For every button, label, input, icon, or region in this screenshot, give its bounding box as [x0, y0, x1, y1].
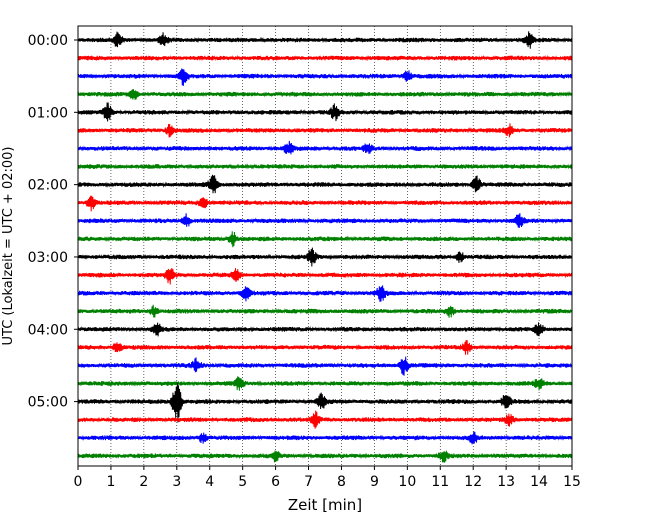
x-axis-label: Zeit [min]: [288, 496, 362, 514]
x-tick-label: 6: [271, 474, 280, 490]
x-tick-label: 9: [370, 474, 379, 490]
seismic-trace-row-17: [77, 340, 573, 355]
x-tick-label: 0: [74, 474, 83, 490]
seismic-trace-row-13: [77, 268, 573, 285]
seismic-trace-row-1: [77, 54, 573, 62]
seismic-trace-row-23: [77, 450, 573, 463]
y-axis-ticks: 00:00 01:00 02:00 03:00 04:00 05:00: [28, 33, 78, 411]
plot-background: [78, 26, 572, 466]
x-tick-label: 14: [530, 474, 548, 490]
seismic-trace-row-6: [77, 140, 573, 155]
seismic-trace-row-12: [77, 247, 573, 267]
seismic-trace-row-7: [77, 163, 573, 170]
x-tick-label: 8: [337, 474, 346, 490]
seismic-trace-row-20: [77, 382, 573, 423]
seismic-trace-row-4: [77, 102, 573, 122]
y-tick-label: 01:00: [28, 105, 68, 121]
y-tick-label: 03:00: [28, 250, 68, 266]
x-tick-label: 15: [563, 474, 581, 490]
y-axis-label: UTC (Lokalzeit = UTC + 02:00): [1, 147, 16, 346]
seismic-trace-row-9: [77, 195, 573, 212]
x-tick-label: 4: [205, 474, 214, 490]
y-tick-label: 00:00: [28, 33, 68, 49]
x-tick-label: 12: [464, 474, 482, 490]
seismic-trace-row-5: [77, 123, 573, 138]
plot-frame: [77, 25, 573, 467]
seismic-trace-row-8: [77, 174, 573, 194]
seismic-trace-row-21: [77, 410, 573, 429]
seismic-trace-row-10: [77, 213, 573, 229]
y-tick-label: 05:00: [28, 395, 68, 411]
x-tick-label: 11: [431, 474, 449, 490]
seismic-traces: [77, 31, 573, 463]
x-tick-label: 3: [172, 474, 181, 490]
x-axis-ticks: 0 1 2 3 4 5 6 7 8 9 10 11 12 13 14 15: [74, 466, 581, 490]
seismic-trace-row-18: [77, 356, 573, 376]
x-tick-label: 7: [304, 474, 313, 490]
seismic-trace-row-22: [77, 431, 573, 445]
seismic-trace-row-15: [77, 304, 573, 318]
x-tick-label: 13: [497, 474, 515, 490]
y-tick-label: 04:00: [28, 322, 68, 338]
y-tick-label: 02:00: [28, 178, 68, 194]
seismic-trace-row-3: [77, 89, 573, 100]
x-tick-label: 1: [106, 474, 115, 490]
seismic-trace-row-16: [77, 322, 573, 337]
seismic-trace-row-19: [77, 376, 573, 391]
seismic-trace-row-11: [77, 231, 573, 248]
seismic-trace-row-2: [77, 68, 573, 86]
x-tick-label: 2: [139, 474, 148, 490]
seismic-trace-row-14: [77, 285, 573, 302]
x-tick-label: 10: [398, 474, 416, 490]
x-tick-label: 5: [238, 474, 247, 490]
seismic-trace-row-0: [77, 31, 573, 49]
